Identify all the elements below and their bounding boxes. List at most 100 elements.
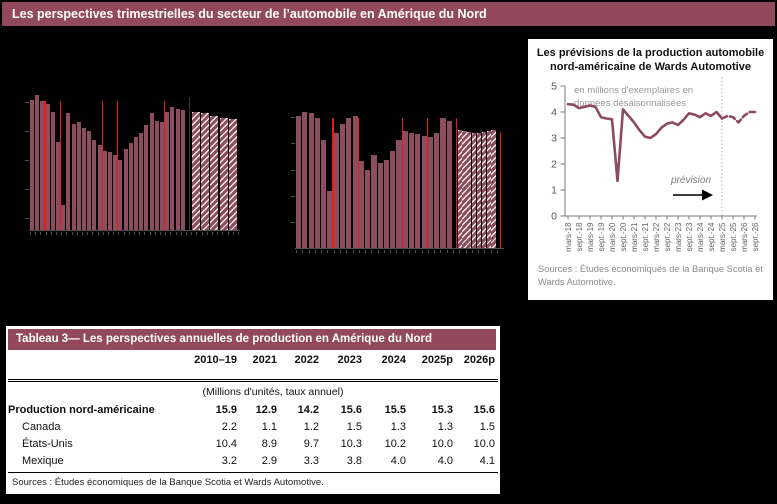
x-tick-label: sept.-25 bbox=[729, 222, 738, 251]
cell-value: 4.0 bbox=[390, 454, 406, 467]
y-tick-label: 5 bbox=[551, 81, 557, 93]
panel-sources: Sources : Études économiques de la Banqu… bbox=[538, 264, 763, 288]
history-line bbox=[566, 102, 724, 183]
x-axis-tick bbox=[113, 232, 115, 235]
row-label: Mexique bbox=[22, 454, 64, 467]
y-tick-label: 3 bbox=[551, 133, 557, 145]
row-label: Canada bbox=[22, 420, 61, 433]
year-separator-line bbox=[426, 118, 428, 248]
table-sources: Sources : Études économiques de la Banqu… bbox=[8, 472, 498, 491]
x-tick-label: sept.-24 bbox=[707, 222, 716, 251]
history-bar bbox=[76, 122, 81, 230]
history-bar bbox=[128, 143, 133, 230]
history-bar bbox=[40, 101, 45, 230]
cell-value: 1.5 bbox=[346, 420, 362, 433]
table-header-row: 2010–19 2021 2022 2023 2024 2025p 2026p bbox=[8, 354, 498, 382]
column-header: 2022 bbox=[280, 354, 322, 382]
table-title: Tableau 3— Les perspectives annuelles de… bbox=[8, 329, 496, 350]
history-bar bbox=[118, 159, 123, 230]
history-bar bbox=[160, 122, 165, 230]
x-axis-tick bbox=[453, 250, 454, 253]
x-axis-tick bbox=[496, 250, 498, 253]
y-axis-tick bbox=[25, 160, 29, 161]
x-axis-tick bbox=[144, 232, 146, 235]
column-header: 2023 bbox=[322, 354, 365, 382]
prevision-arrow-head bbox=[702, 189, 713, 201]
x-axis-tick bbox=[30, 232, 31, 235]
y-tick-label: 2 bbox=[551, 159, 557, 171]
history-bar bbox=[45, 104, 50, 230]
x-axis-tick bbox=[365, 250, 367, 253]
x-axis-tick bbox=[186, 232, 187, 235]
history-bar bbox=[108, 152, 113, 230]
x-axis-tick bbox=[222, 232, 224, 235]
y-axis-tick bbox=[291, 117, 295, 118]
y-axis-tick bbox=[291, 143, 295, 144]
x-axis-line bbox=[29, 230, 240, 231]
forecast-bar-hatched bbox=[491, 130, 496, 248]
x-axis-tick bbox=[321, 250, 323, 253]
cell-value: 1.1 bbox=[261, 420, 277, 433]
year-separator-line bbox=[44, 101, 46, 230]
cell-value: 3.2 bbox=[221, 454, 237, 467]
forecast-bar-hatched bbox=[201, 113, 210, 230]
history-bar bbox=[170, 107, 175, 230]
year-separator-line bbox=[401, 118, 403, 248]
cell-value: 15.6 bbox=[340, 403, 362, 416]
x-tick-label: mars-25 bbox=[718, 222, 727, 252]
x-axis-tick bbox=[314, 250, 316, 253]
history-bar bbox=[154, 120, 159, 230]
history-bar bbox=[327, 191, 333, 248]
column-header: 2025p bbox=[409, 354, 456, 382]
x-tick-label: mars-18 bbox=[564, 222, 573, 252]
x-tick-label: mars-26 bbox=[740, 222, 749, 252]
y-axis-tick bbox=[291, 196, 295, 197]
x-axis-tick bbox=[154, 232, 156, 235]
x-axis-tick bbox=[149, 232, 151, 235]
bar-chart-quarterly-history-1 bbox=[25, 91, 240, 235]
x-axis-tick bbox=[50, 232, 52, 235]
history-bar bbox=[56, 141, 61, 230]
wards-forecast-panel: Les prévisions de la production automobi… bbox=[528, 39, 773, 300]
x-axis-tick bbox=[333, 250, 335, 253]
history-bar bbox=[377, 162, 383, 248]
forecast-start-line bbox=[456, 118, 458, 248]
x-tick-label: mars-23 bbox=[674, 222, 683, 252]
x-tick-label: sept.-19 bbox=[597, 222, 606, 251]
history-bar bbox=[415, 134, 421, 248]
x-axis-tick bbox=[180, 232, 182, 235]
y-axis-tick bbox=[25, 218, 29, 219]
x-axis-tick bbox=[175, 232, 177, 235]
x-axis-tick bbox=[35, 232, 37, 235]
units-annotation: données désaisonnalisées bbox=[574, 98, 686, 109]
x-tick-label: mars-21 bbox=[630, 222, 639, 252]
x-axis-tick bbox=[118, 232, 120, 235]
y-axis-tick bbox=[291, 222, 295, 223]
column-header: 2021 bbox=[240, 354, 280, 382]
units-note: (Millions d'unités, taux annuel) bbox=[202, 386, 344, 398]
x-axis-tick bbox=[212, 232, 213, 235]
y-tick-label: 0 bbox=[551, 211, 557, 223]
x-tick-label: sept.-20 bbox=[619, 222, 628, 251]
row-label: Production nord-américaine bbox=[8, 403, 155, 416]
forecast-bar-hatched bbox=[228, 119, 237, 230]
x-axis-tick bbox=[76, 232, 78, 235]
x-axis-tick bbox=[296, 250, 297, 253]
cell-value: 15.6 bbox=[473, 403, 495, 416]
x-tick-label: mars-20 bbox=[608, 222, 617, 252]
x-axis-tick bbox=[160, 232, 161, 235]
forecast-bar-hatched bbox=[476, 132, 482, 248]
history-bar bbox=[446, 120, 452, 248]
history-bar bbox=[50, 111, 55, 230]
x-tick-label: sept.-26 bbox=[751, 222, 760, 251]
year-separator-line bbox=[357, 118, 359, 248]
forecast-divider-line bbox=[188, 97, 190, 230]
cell-value: 8.9 bbox=[261, 437, 277, 450]
cell-value: 10.2 bbox=[384, 437, 406, 450]
x-tick-label: sept.-22 bbox=[663, 222, 672, 251]
history-bar bbox=[352, 116, 358, 248]
bar-chart-quarterly-history-2 bbox=[291, 109, 504, 253]
forecast-bar-hatched bbox=[472, 132, 477, 248]
cell-value: 15.5 bbox=[384, 403, 406, 416]
x-tick-label: mars-19 bbox=[586, 222, 595, 252]
